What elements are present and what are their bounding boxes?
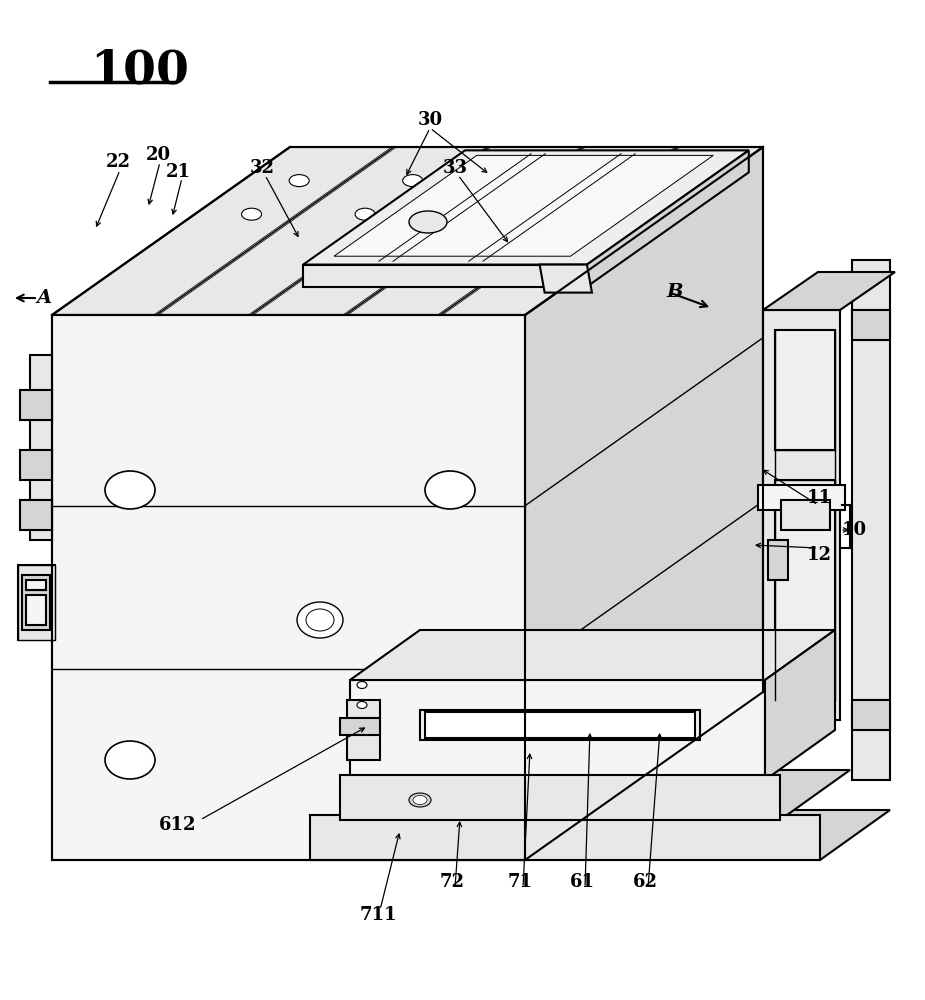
- Polygon shape: [340, 775, 780, 820]
- Polygon shape: [303, 150, 748, 265]
- Polygon shape: [30, 355, 52, 540]
- Polygon shape: [334, 155, 713, 256]
- Text: 100: 100: [90, 48, 189, 94]
- Ellipse shape: [105, 471, 155, 509]
- Text: 711: 711: [359, 906, 397, 924]
- Ellipse shape: [297, 602, 343, 638]
- Polygon shape: [587, 150, 748, 287]
- Polygon shape: [425, 712, 695, 738]
- Text: 22: 22: [105, 153, 130, 171]
- Text: 10: 10: [842, 521, 867, 539]
- Ellipse shape: [241, 208, 262, 220]
- Ellipse shape: [413, 796, 427, 804]
- Polygon shape: [340, 770, 850, 820]
- Polygon shape: [420, 710, 700, 740]
- Polygon shape: [310, 815, 820, 860]
- Ellipse shape: [105, 741, 155, 779]
- Ellipse shape: [355, 208, 375, 220]
- Ellipse shape: [409, 793, 431, 807]
- Polygon shape: [26, 580, 46, 590]
- Polygon shape: [852, 310, 890, 340]
- Text: 11: 11: [807, 489, 832, 507]
- Polygon shape: [52, 147, 763, 315]
- Polygon shape: [781, 500, 830, 530]
- Polygon shape: [22, 575, 50, 630]
- Ellipse shape: [290, 175, 309, 187]
- Polygon shape: [525, 147, 763, 860]
- Polygon shape: [765, 630, 835, 780]
- Polygon shape: [347, 700, 380, 760]
- Text: 72: 72: [439, 873, 464, 891]
- Polygon shape: [18, 565, 55, 640]
- Text: 30: 30: [417, 111, 442, 129]
- Polygon shape: [20, 450, 52, 480]
- Polygon shape: [20, 500, 52, 530]
- Text: 12: 12: [807, 546, 832, 564]
- Ellipse shape: [425, 471, 475, 509]
- Text: 33: 33: [442, 159, 467, 177]
- Text: A: A: [36, 289, 52, 307]
- Polygon shape: [775, 480, 835, 700]
- Polygon shape: [775, 330, 835, 450]
- Text: 32: 32: [250, 159, 275, 177]
- Polygon shape: [52, 315, 525, 860]
- Text: 62: 62: [633, 873, 658, 891]
- Polygon shape: [758, 485, 845, 510]
- Ellipse shape: [409, 211, 447, 233]
- Text: 61: 61: [570, 873, 595, 891]
- Polygon shape: [303, 265, 587, 287]
- Polygon shape: [18, 565, 55, 640]
- Polygon shape: [539, 265, 592, 293]
- Text: 71: 71: [508, 873, 533, 891]
- Polygon shape: [20, 390, 52, 420]
- Text: 21: 21: [166, 163, 191, 181]
- Ellipse shape: [306, 609, 334, 631]
- Ellipse shape: [402, 175, 423, 187]
- Polygon shape: [852, 260, 890, 780]
- Text: 612: 612: [159, 816, 197, 834]
- Polygon shape: [852, 700, 890, 730]
- Polygon shape: [350, 680, 765, 780]
- Text: B: B: [667, 283, 684, 301]
- Ellipse shape: [357, 682, 367, 688]
- Polygon shape: [310, 810, 890, 860]
- Text: 20: 20: [145, 146, 170, 164]
- Polygon shape: [763, 310, 840, 720]
- Polygon shape: [763, 272, 895, 310]
- Polygon shape: [26, 595, 46, 625]
- Polygon shape: [350, 630, 835, 680]
- Polygon shape: [340, 718, 380, 735]
- Ellipse shape: [357, 702, 367, 708]
- Polygon shape: [768, 540, 788, 580]
